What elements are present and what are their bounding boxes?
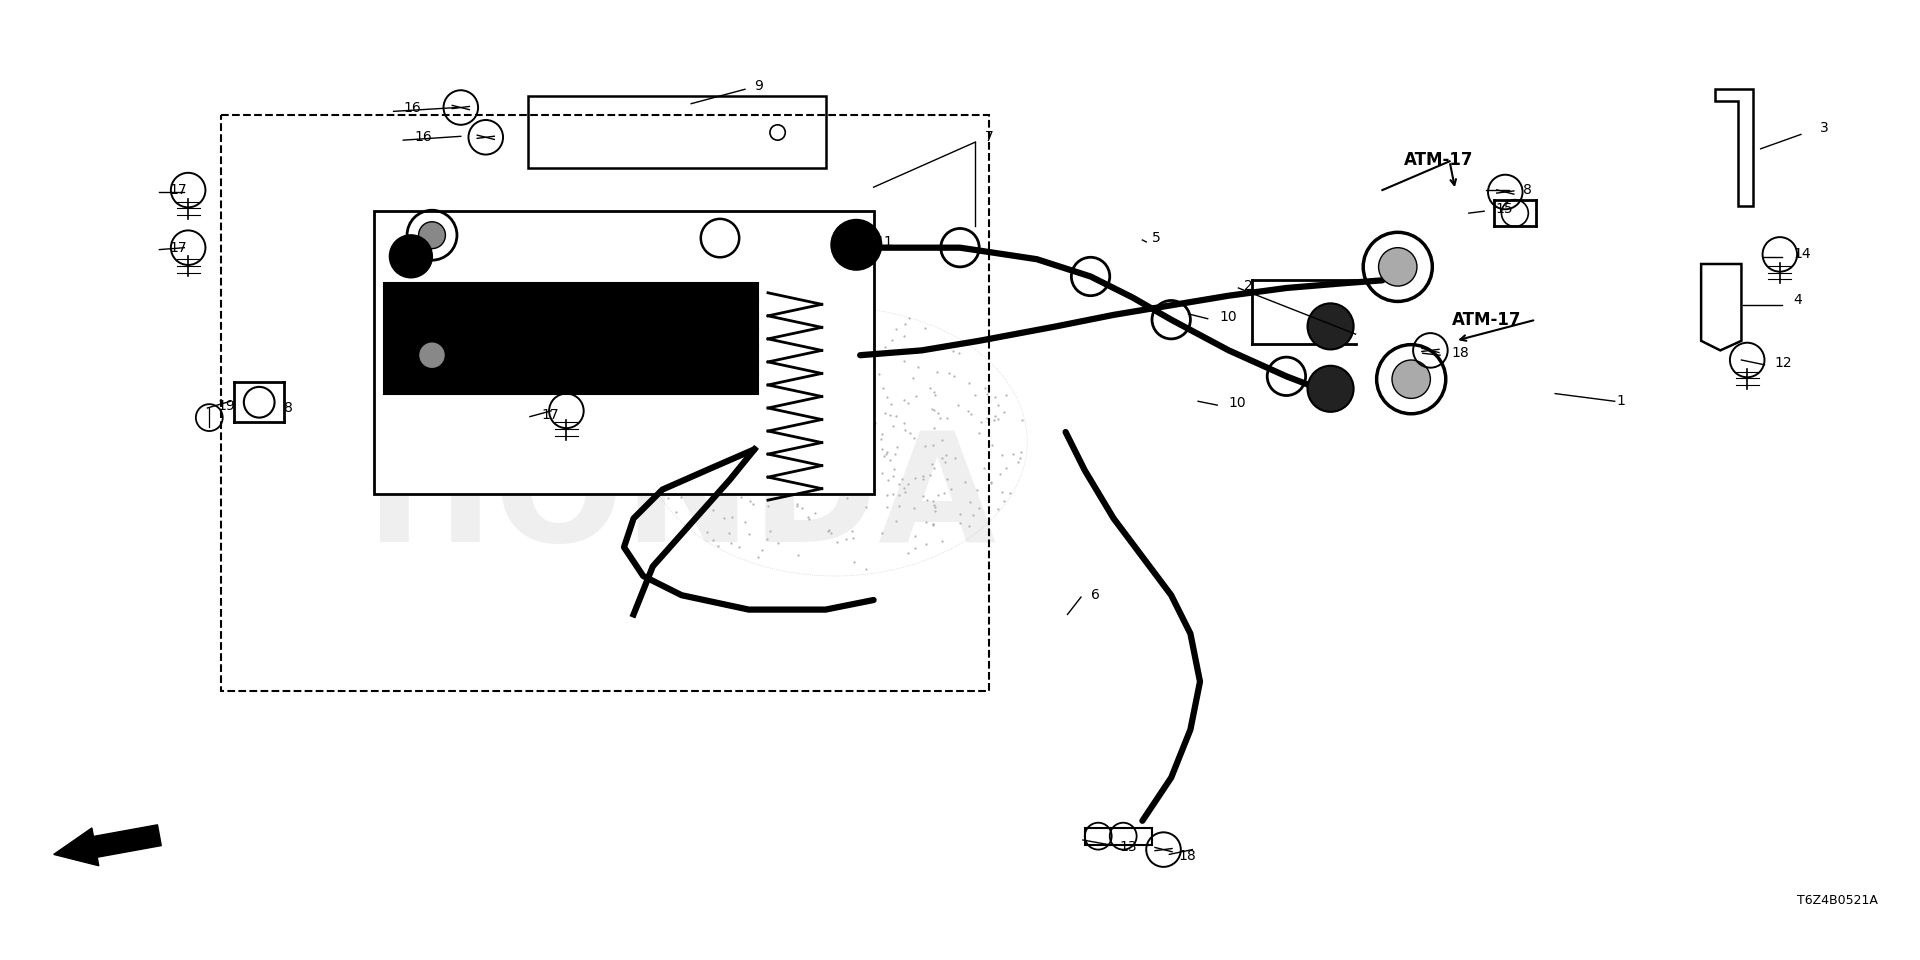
Text: 7: 7 <box>985 131 995 144</box>
Circle shape <box>419 342 445 369</box>
Text: 14: 14 <box>1793 248 1811 261</box>
Text: 5: 5 <box>1152 231 1162 245</box>
Text: 10: 10 <box>1219 310 1236 324</box>
Circle shape <box>1379 248 1417 286</box>
Text: 17: 17 <box>169 183 186 197</box>
Text: 6: 6 <box>1091 588 1100 602</box>
Text: 10: 10 <box>1229 396 1246 410</box>
Text: T6Z4B0521A: T6Z4B0521A <box>1797 894 1878 907</box>
Text: 8: 8 <box>284 401 294 415</box>
Circle shape <box>1308 303 1354 349</box>
Text: 18: 18 <box>1179 850 1196 863</box>
Text: ATM-17: ATM-17 <box>1404 152 1473 169</box>
Text: 3: 3 <box>1820 121 1830 134</box>
Bar <box>384 283 758 394</box>
Text: 8: 8 <box>1523 183 1532 197</box>
Circle shape <box>1392 360 1430 398</box>
Text: HONDA: HONDA <box>367 424 996 574</box>
Text: 4: 4 <box>1793 294 1803 307</box>
Polygon shape <box>1715 89 1753 206</box>
Text: FR.: FR. <box>119 830 156 850</box>
Text: 12: 12 <box>1774 356 1791 370</box>
Bar <box>374 211 874 494</box>
Circle shape <box>1308 366 1354 412</box>
Text: 16: 16 <box>403 102 420 115</box>
FancyArrow shape <box>54 825 161 866</box>
Polygon shape <box>1085 828 1152 845</box>
Text: 13: 13 <box>1119 840 1137 853</box>
Circle shape <box>419 222 445 249</box>
Text: 17: 17 <box>169 241 186 254</box>
Text: 11: 11 <box>876 235 893 249</box>
Text: 9: 9 <box>755 80 764 93</box>
Text: 17: 17 <box>541 408 559 421</box>
Text: 19: 19 <box>217 399 234 413</box>
Text: 2: 2 <box>1244 279 1254 293</box>
Text: ATM-17: ATM-17 <box>1452 311 1521 328</box>
Text: 18: 18 <box>1452 347 1469 360</box>
Circle shape <box>831 220 881 270</box>
Polygon shape <box>1701 264 1741 350</box>
Text: 1: 1 <box>1617 395 1626 408</box>
Bar <box>221 115 989 691</box>
Text: 15: 15 <box>1496 203 1513 216</box>
Text: 11: 11 <box>403 250 420 263</box>
Text: 16: 16 <box>415 131 432 144</box>
Polygon shape <box>528 96 826 168</box>
Circle shape <box>390 235 432 277</box>
